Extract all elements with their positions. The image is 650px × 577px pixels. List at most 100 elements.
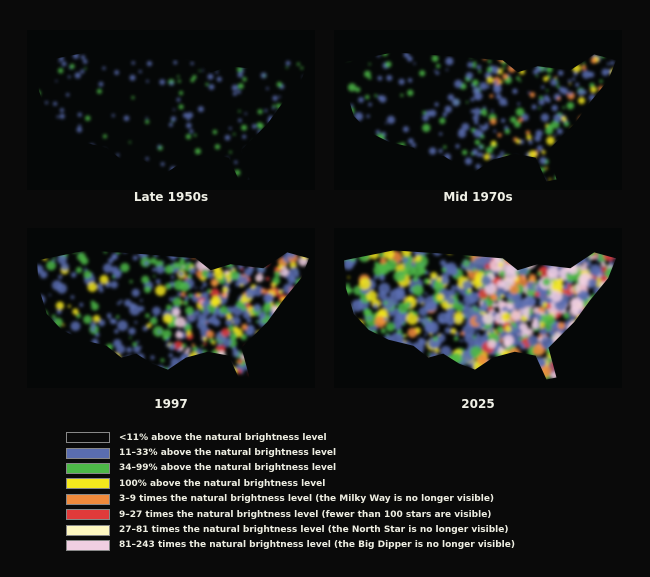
light-blob	[390, 332, 404, 345]
light-blob	[295, 92, 300, 97]
light-blob	[61, 344, 65, 348]
light-blob	[102, 263, 113, 273]
light-blob	[566, 339, 570, 343]
light-blob	[372, 343, 380, 351]
light-blob	[590, 103, 595, 107]
light-blob	[531, 321, 539, 329]
light-blob	[295, 177, 301, 182]
light-blob	[354, 112, 364, 121]
light-blob	[250, 346, 258, 355]
light-blob	[594, 112, 598, 116]
light-blob	[608, 372, 615, 379]
light-blob	[98, 81, 104, 87]
light-blob	[480, 307, 483, 310]
light-blob	[186, 53, 190, 57]
light-blob	[493, 176, 500, 182]
light-blob	[577, 138, 583, 145]
light-blob	[103, 151, 108, 156]
light-blob	[602, 162, 611, 170]
light-blob	[477, 368, 482, 374]
light-blob	[560, 330, 566, 335]
light-blob	[259, 358, 262, 361]
light-blob	[601, 296, 611, 306]
light-blob	[301, 304, 306, 310]
light-blob	[419, 267, 427, 275]
light-blob	[419, 172, 425, 178]
light-blob	[181, 343, 187, 349]
light-blob	[372, 325, 378, 331]
light-blob	[259, 365, 263, 369]
light-blob	[612, 285, 616, 288]
light-blob	[66, 93, 70, 97]
light-blob	[298, 129, 304, 135]
light-blob	[592, 115, 597, 120]
light-blob	[517, 264, 529, 276]
light-blob	[36, 294, 46, 305]
light-blob	[504, 125, 509, 130]
light-blob	[262, 160, 265, 163]
light-blob	[422, 114, 429, 122]
light-blob	[263, 251, 269, 258]
light-blob	[603, 291, 610, 297]
light-blob	[87, 347, 97, 357]
light-blob	[291, 345, 300, 354]
light-blob	[528, 139, 533, 145]
light-blob	[572, 364, 583, 375]
light-blob	[363, 52, 369, 55]
light-blob	[216, 250, 221, 254]
light-blob	[180, 367, 186, 373]
light-blob	[588, 257, 591, 261]
light-blob	[603, 250, 616, 262]
light-blob	[49, 250, 57, 255]
light-blob	[605, 315, 615, 325]
light-blob	[271, 106, 275, 110]
light-blob	[166, 304, 172, 311]
light-blob	[594, 309, 608, 323]
light-blob	[286, 359, 290, 363]
light-blob	[72, 355, 84, 366]
light-blob	[276, 302, 281, 308]
light-blob	[390, 288, 403, 302]
light-blob	[515, 163, 523, 170]
light-blob	[191, 253, 197, 259]
light-blob	[252, 352, 259, 359]
light-blob	[171, 275, 175, 279]
light-blob	[129, 280, 133, 284]
light-blob	[378, 310, 383, 314]
light-blob	[491, 66, 500, 74]
light-blob	[572, 365, 586, 378]
light-blob	[42, 256, 48, 261]
light-blob	[132, 341, 137, 347]
light-blob	[545, 250, 554, 256]
light-blob	[385, 259, 398, 272]
light-blob	[146, 323, 152, 329]
legend-swatch	[66, 478, 110, 490]
light-blob	[164, 264, 174, 275]
light-blob	[597, 330, 603, 336]
light-blob	[231, 84, 239, 91]
light-blob	[160, 358, 165, 363]
light-blob	[527, 335, 539, 347]
light-blob	[276, 111, 281, 116]
light-blob	[578, 321, 582, 324]
light-blob	[502, 53, 510, 62]
light-blob	[381, 296, 395, 310]
light-blob	[489, 94, 494, 98]
light-blob	[51, 280, 63, 291]
light-blob	[349, 250, 352, 253]
light-blob	[274, 337, 283, 347]
light-blob	[584, 148, 589, 153]
light-blob	[445, 262, 458, 274]
light-blob	[514, 259, 521, 266]
light-blob	[96, 88, 102, 94]
light-blob	[193, 133, 197, 137]
light-blob	[509, 254, 513, 258]
light-blob	[257, 346, 268, 357]
light-blob	[186, 122, 192, 129]
light-blob	[136, 353, 145, 362]
light-blob	[173, 279, 185, 291]
light-blob	[177, 250, 184, 257]
light-blob	[555, 339, 565, 349]
light-blob	[285, 250, 297, 259]
light-blob	[79, 352, 82, 356]
